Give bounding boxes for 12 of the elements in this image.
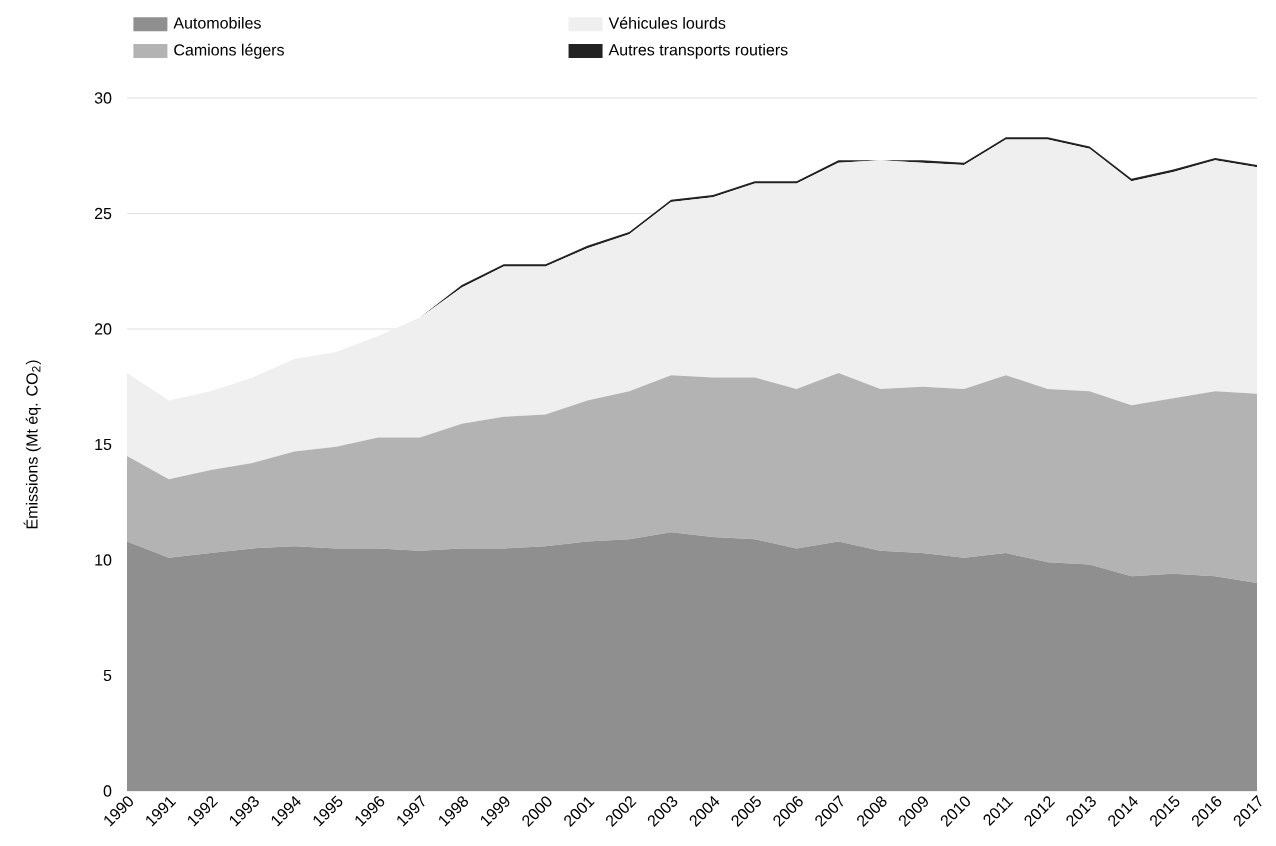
legend-label: Véhicules lourds <box>608 16 726 29</box>
legend-label: Autres transports routiers <box>608 43 788 59</box>
y-tick-label: 0 <box>103 785 112 797</box>
legend-label: Automobiles <box>173 16 261 29</box>
legend-label: Camions légers <box>174 43 284 59</box>
y-axis-title: Émissions (Mt éq. CO$_{2}$) <box>23 360 41 529</box>
y-tick-label: 5 <box>103 669 112 682</box>
y-tick-label: 15 <box>95 438 112 451</box>
y-tick-label: 20 <box>94 323 112 335</box>
y-tick-label: 30 <box>94 92 112 104</box>
y-tick-label: 25 <box>94 207 112 220</box>
y-tick-label: 10 <box>95 554 112 566</box>
